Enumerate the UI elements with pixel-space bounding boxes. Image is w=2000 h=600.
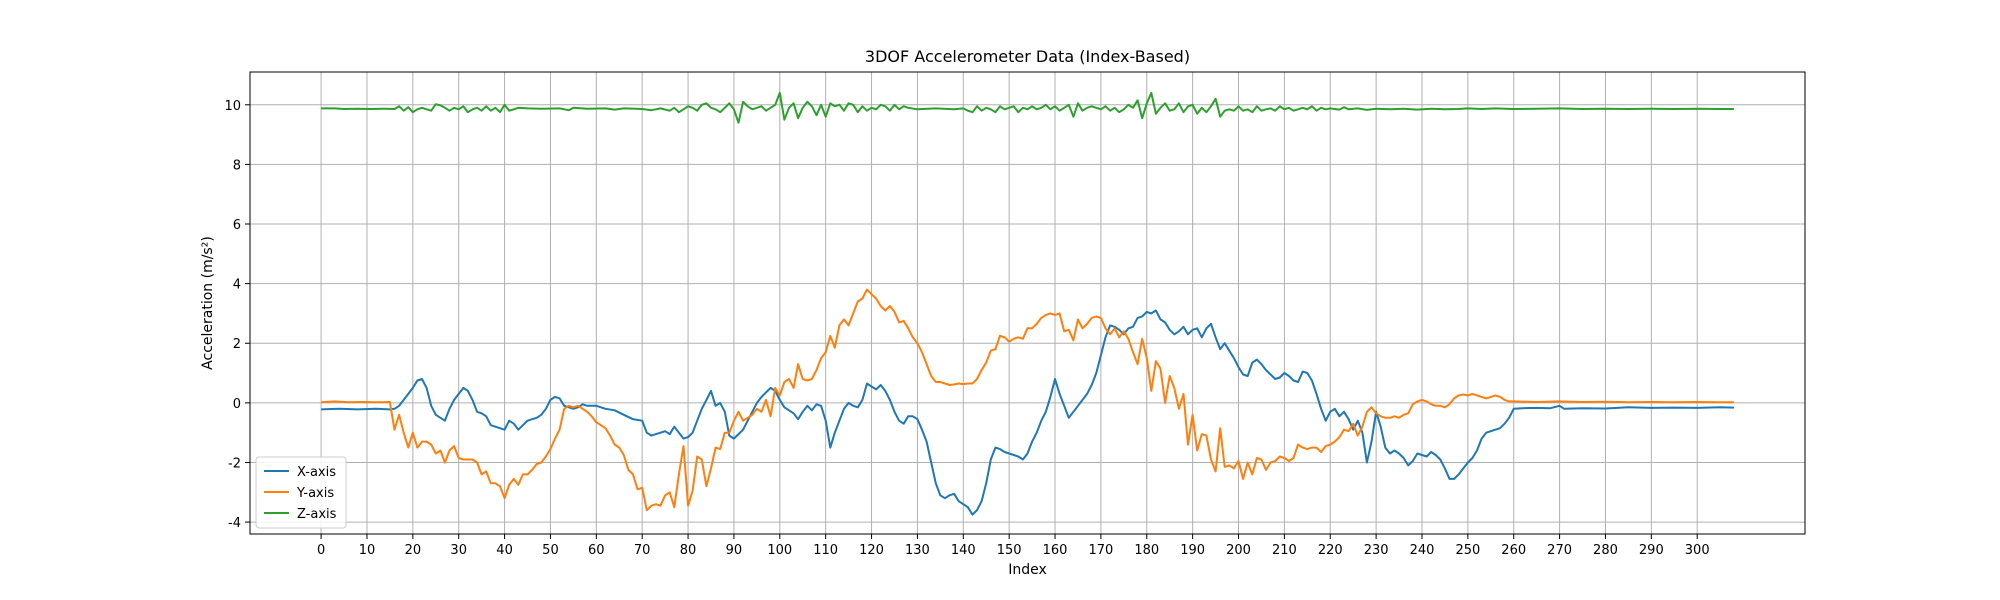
y-tick-label: 4 bbox=[233, 278, 241, 293]
x-tick-label: 250 bbox=[1455, 543, 1480, 558]
x-tick-label: 200 bbox=[1226, 543, 1251, 558]
series-lines bbox=[321, 91, 1734, 516]
x-tick-label: 280 bbox=[1593, 543, 1618, 558]
x-tick-label: 300 bbox=[1685, 543, 1710, 558]
x-tick-label: 290 bbox=[1639, 543, 1664, 558]
legend-label: X-axis bbox=[297, 465, 336, 480]
legend-label: Z-axis bbox=[297, 507, 337, 522]
x-tick-label: 20 bbox=[405, 543, 422, 558]
plot-frame bbox=[249, 71, 1806, 535]
x-ticks: 0 10 20 30 40 50 60 70 80 90 100 110 120 130 140 150 160… bbox=[317, 534, 1710, 558]
x-tick-label: 230 bbox=[1364, 543, 1389, 558]
x-tick-label: 180 bbox=[1134, 543, 1159, 558]
x-tick-label: 100 bbox=[767, 543, 792, 558]
y-tick-label: 10 bbox=[224, 99, 241, 114]
legend-box bbox=[255, 456, 347, 529]
grid-lines bbox=[250, 72, 1805, 534]
x-tick-label: 0 bbox=[317, 543, 325, 558]
y-tick-label: 2 bbox=[233, 337, 241, 352]
x-tick-label: 110 bbox=[813, 543, 838, 558]
x-axis-label: Index bbox=[1008, 562, 1047, 578]
y-ticks: -4 -2 0 2 4 6 8 10 bbox=[224, 99, 250, 531]
x-tick-label: 240 bbox=[1410, 543, 1435, 558]
y-axis-label: Acceleration (m/s²) bbox=[200, 236, 216, 370]
x-tick-label: 140 bbox=[951, 543, 976, 558]
y-tick-label: -2 bbox=[228, 456, 241, 471]
x-tick-label: 90 bbox=[726, 543, 743, 558]
x-tick-label: 170 bbox=[1088, 543, 1113, 558]
x-tick-label: 130 bbox=[905, 543, 930, 558]
x-tick-label: 120 bbox=[859, 543, 884, 558]
x-tick-label: 220 bbox=[1318, 543, 1343, 558]
x-tick-label: 40 bbox=[496, 543, 513, 558]
x-tick-label: 150 bbox=[997, 543, 1022, 558]
x-tick-label: 260 bbox=[1501, 543, 1526, 558]
legend: X-axis Y-axis Z-axis bbox=[255, 456, 347, 529]
x-tick-label: 70 bbox=[634, 543, 651, 558]
x-tick-label: 190 bbox=[1180, 543, 1205, 558]
y-tick-label: -4 bbox=[228, 516, 241, 531]
series-line-z-axis bbox=[321, 91, 1734, 124]
y-tick-label: 0 bbox=[233, 397, 241, 412]
x-tick-label: 50 bbox=[542, 543, 559, 558]
x-tick-label: 80 bbox=[680, 543, 697, 558]
y-tick-label: 6 bbox=[233, 218, 241, 233]
chart-title: 3DOF Accelerometer Data (Index-Based) bbox=[865, 47, 1190, 66]
x-tick-label: 30 bbox=[450, 543, 467, 558]
x-tick-label: 270 bbox=[1547, 543, 1572, 558]
x-tick-label: 10 bbox=[359, 543, 376, 558]
series-line-y-axis bbox=[321, 288, 1734, 512]
x-tick-label: 210 bbox=[1272, 543, 1297, 558]
y-tick-label: 8 bbox=[233, 158, 241, 173]
legend-label: Y-axis bbox=[296, 486, 334, 501]
x-tick-label: 60 bbox=[588, 543, 605, 558]
x-tick-label: 160 bbox=[1043, 543, 1068, 558]
